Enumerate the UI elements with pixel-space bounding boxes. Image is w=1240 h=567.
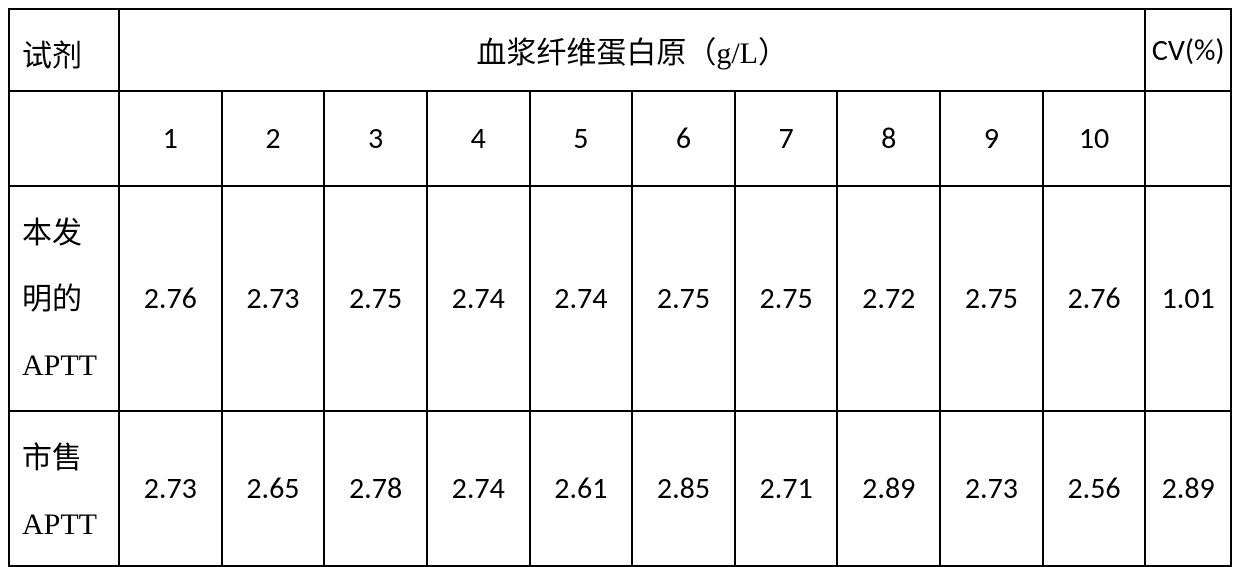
header-row-2: 1 2 3 4 5 6 7 8 9 10 — [9, 91, 1231, 186]
row1-v10: 2.76 — [1043, 186, 1146, 411]
table-wrapper: 试剂 血浆纤维蛋白原（g/L） CV(%) 1 2 3 4 5 6 7 8 9 … — [0, 0, 1240, 564]
row1-v6: 2.75 — [632, 186, 735, 411]
row1-v7: 2.75 — [735, 186, 838, 411]
data-table: 试剂 血浆纤维蛋白原（g/L） CV(%) 1 2 3 4 5 6 7 8 9 … — [8, 8, 1232, 567]
row2-v10: 2.56 — [1043, 411, 1146, 566]
row2-label: 市售APTT — [9, 411, 119, 566]
col-header-6: 6 — [632, 91, 735, 186]
row1-v9: 2.75 — [940, 186, 1043, 411]
row2-v3: 2.78 — [324, 411, 427, 566]
header-row-1: 试剂 血浆纤维蛋白原（g/L） CV(%) — [9, 9, 1231, 91]
row2-v2: 2.65 — [222, 411, 325, 566]
col-header-8: 8 — [837, 91, 940, 186]
row2-v7: 2.71 — [735, 411, 838, 566]
row2-v1: 2.73 — [119, 411, 222, 566]
cv-blank — [1145, 91, 1231, 186]
row1-cv: 1.01 — [1145, 186, 1231, 411]
reagent-header: 试剂 — [9, 9, 119, 91]
row2-v6: 2.85 — [632, 411, 735, 566]
row1-v1: 2.76 — [119, 186, 222, 411]
col-header-4: 4 — [427, 91, 530, 186]
row1-v5: 2.74 — [530, 186, 633, 411]
col-header-3: 3 — [324, 91, 427, 186]
row1-label: 本发明的APTT — [9, 186, 119, 411]
cv-header: CV(%) — [1145, 9, 1231, 91]
col-header-7: 7 — [735, 91, 838, 186]
row1-v2: 2.73 — [222, 186, 325, 411]
row1-v3: 2.75 — [324, 186, 427, 411]
col-header-2: 2 — [222, 91, 325, 186]
col-header-9: 9 — [940, 91, 1043, 186]
data-row-2: 市售APTT 2.73 2.65 2.78 2.74 2.61 2.85 2.7… — [9, 411, 1231, 566]
row2-v5: 2.61 — [530, 411, 633, 566]
row2-v8: 2.89 — [837, 411, 940, 566]
row2-cv: 2.89 — [1145, 411, 1231, 566]
col-header-1: 1 — [119, 91, 222, 186]
reagent-blank — [9, 91, 119, 186]
row2-v9: 2.73 — [940, 411, 1043, 566]
col-header-10: 10 — [1043, 91, 1146, 186]
data-row-1: 本发明的APTT 2.76 2.73 2.75 2.74 2.74 2.75 2… — [9, 186, 1231, 411]
row1-v4: 2.74 — [427, 186, 530, 411]
row1-v8: 2.72 — [837, 186, 940, 411]
main-header: 血浆纤维蛋白原（g/L） — [119, 9, 1145, 91]
col-header-5: 5 — [530, 91, 633, 186]
row2-v4: 2.74 — [427, 411, 530, 566]
